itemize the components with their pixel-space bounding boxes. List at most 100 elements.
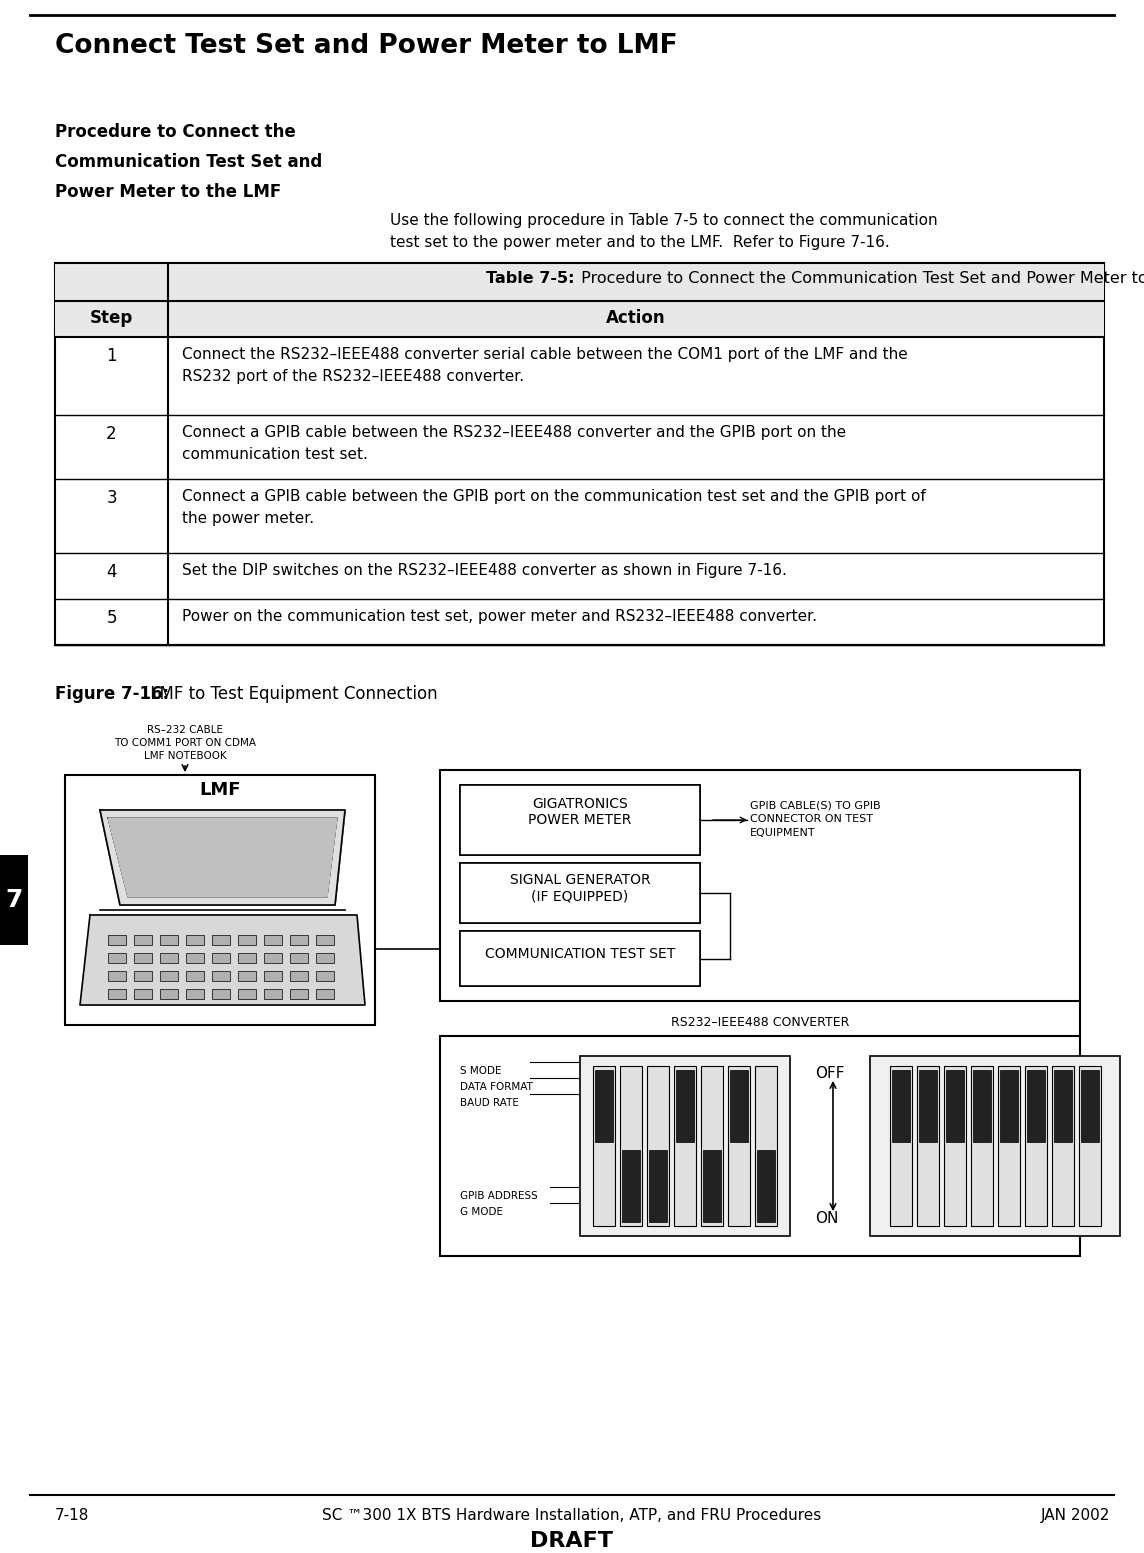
Text: GPIB ADDRESS: GPIB ADDRESS [460,1191,538,1200]
Text: RS232 port of the RS232–IEEE488 converter.: RS232 port of the RS232–IEEE488 converte… [182,370,524,384]
Text: CONNECTOR ON TEST: CONNECTOR ON TEST [750,814,873,825]
Bar [160,935,178,944]
Bar [972,1070,991,1141]
Text: SIGNAL GENERATOR: SIGNAL GENERATOR [510,873,650,887]
Text: POWER METER: POWER METER [529,814,631,828]
Text: LMF NOTEBOOK: LMF NOTEBOOK [144,752,227,761]
Bar [916,1065,938,1225]
Text: Figure 7-16:: Figure 7-16: [55,685,169,704]
Bar [622,1151,639,1222]
Text: LMF: LMF [199,781,240,798]
Bar [289,989,308,999]
Bar [316,971,334,981]
Bar [676,1070,694,1141]
Bar [620,1065,642,1225]
Bar [580,1056,791,1236]
Text: Step: Step [90,309,133,328]
Bar [264,954,283,963]
Bar [55,262,1104,301]
Bar [595,1070,613,1141]
Text: Action: Action [606,309,666,328]
Text: the power meter.: the power meter. [182,511,315,526]
Bar [108,935,126,944]
Bar [1054,1070,1072,1141]
Bar [160,971,178,981]
Bar [134,971,152,981]
Text: Table 7-5:: Table 7-5: [486,272,574,286]
Bar [238,989,256,999]
Bar [186,971,204,981]
Text: Connect the RS232–IEEE488 converter serial cable between the COM1 port of the LM: Connect the RS232–IEEE488 converter seri… [182,346,907,362]
Bar [186,935,204,944]
Bar [728,1065,750,1225]
Text: ON: ON [815,1211,839,1225]
Bar [919,1070,937,1141]
Text: BAUD RATE: BAUD RATE [460,1098,519,1107]
Text: 5: 5 [106,609,117,627]
Text: GIGATRONICS: GIGATRONICS [532,797,628,811]
Bar [674,1065,696,1225]
Bar [316,954,334,963]
Bar [212,971,230,981]
Text: OFF: OFF [815,1065,844,1081]
Text: RS–232 CABLE: RS–232 CABLE [146,725,223,735]
Bar [108,971,126,981]
Bar [134,935,152,944]
Bar [134,989,152,999]
Text: DATA FORMAT: DATA FORMAT [460,1082,533,1092]
Text: GPIB CABLE(S) TO GPIB: GPIB CABLE(S) TO GPIB [750,800,881,811]
Text: 7: 7 [6,888,23,912]
Text: test set to the power meter and to the LMF.  Refer to Figure 7-16.: test set to the power meter and to the L… [390,235,890,250]
Bar [757,1151,774,1222]
Bar [0,856,27,944]
Bar [755,1065,777,1225]
Bar [945,1070,963,1141]
Bar [1051,1065,1073,1225]
Bar [134,954,152,963]
Bar [186,989,204,999]
Bar [1000,1070,1017,1141]
Text: 1: 1 [106,346,117,365]
Bar [440,1036,1080,1256]
Bar [264,989,283,999]
Bar [1026,1070,1044,1141]
Text: S MODE: S MODE [460,1065,501,1076]
Text: Procedure to Connect the: Procedure to Connect the [55,123,296,141]
Bar [701,1065,723,1225]
Text: TO COMM1 PORT ON CDMA: TO COMM1 PORT ON CDMA [114,738,256,749]
Bar [108,954,126,963]
Bar [186,954,204,963]
Text: DRAFT: DRAFT [531,1531,613,1551]
Text: EQUIPMENT: EQUIPMENT [750,828,816,839]
Text: Use the following procedure in Table 7-5 to connect the communication: Use the following procedure in Table 7-5… [390,213,938,228]
Text: COMMUNICATION TEST SET: COMMUNICATION TEST SET [485,947,675,961]
Text: 3: 3 [106,489,117,506]
Bar [649,1151,667,1222]
Bar [998,1065,1019,1225]
Text: Procedure to Connect the Communication Test Set and Power Meter to the LMF: Procedure to Connect the Communication T… [577,272,1144,286]
Bar [264,971,283,981]
Bar [970,1065,993,1225]
Text: Power Meter to the LMF: Power Meter to the LMF [55,183,281,200]
Text: JAN 2002: JAN 2002 [1041,1508,1110,1523]
Text: Connect Test Set and Power Meter to LMF: Connect Test Set and Power Meter to LMF [55,33,677,59]
Bar [704,1151,721,1222]
Text: RS232–IEEE488 CONVERTER: RS232–IEEE488 CONVERTER [670,1016,849,1030]
Bar [289,935,308,944]
Bar [264,935,283,944]
Bar [238,954,256,963]
Text: 2: 2 [106,426,117,443]
Text: Communication Test Set and: Communication Test Set and [55,154,323,171]
Bar [289,971,308,981]
Bar [289,954,308,963]
Bar [1079,1065,1101,1225]
Bar [212,989,230,999]
Text: Set the DIP switches on the RS232–IEEE488 converter as shown in Figure 7-16.: Set the DIP switches on the RS232–IEEE48… [182,564,787,578]
Bar [238,971,256,981]
Text: SC ™300 1X BTS Hardware Installation, ATP, and FRU Procedures: SC ™300 1X BTS Hardware Installation, AT… [323,1508,821,1523]
Text: communication test set.: communication test set. [182,447,368,461]
Bar [1025,1065,1047,1225]
Bar [316,989,334,999]
Bar [238,935,256,944]
Bar [65,775,375,1025]
